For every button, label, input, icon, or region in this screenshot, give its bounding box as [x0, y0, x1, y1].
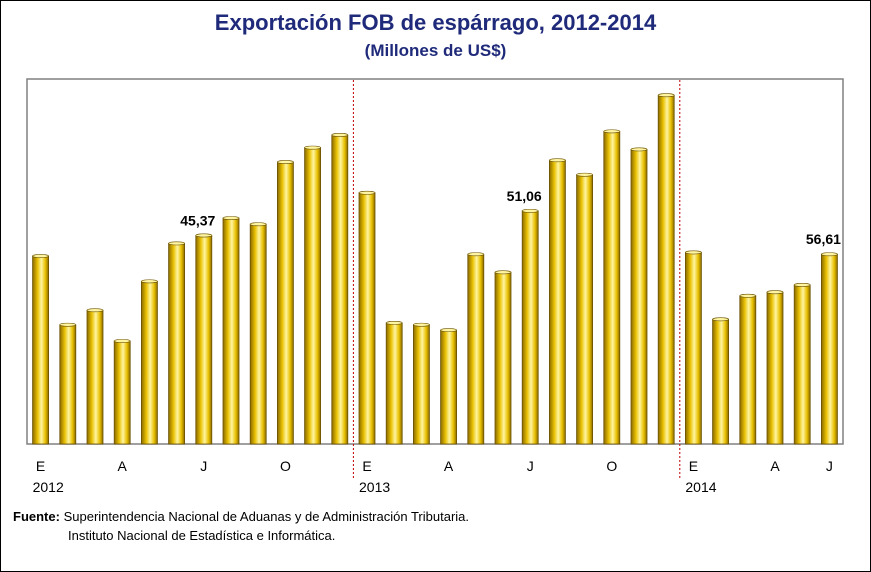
bar-cap-20: [576, 172, 593, 177]
bar-5: [168, 242, 186, 445]
x-tick-label-12: E: [362, 458, 371, 474]
bar-cap-12: [358, 190, 376, 195]
bar-13: [385, 322, 403, 445]
bar-cap-22: [630, 147, 648, 152]
bar-cap-15: [440, 328, 457, 333]
bar-cap-25: [712, 317, 729, 322]
bar-cap-21: [603, 129, 621, 134]
bar-cap-16: [467, 252, 485, 257]
source-label: Fuente:: [13, 509, 60, 524]
bar-cap-27: [766, 290, 784, 295]
bar-cap-18: [521, 208, 539, 213]
bar-21: [603, 130, 621, 445]
x-tick-label-21: O: [606, 458, 617, 474]
bar-cap-17: [494, 270, 512, 275]
year-label-2014: 2014: [685, 479, 716, 495]
bar-cap-6: [195, 233, 213, 238]
bar-cap-26: [739, 293, 757, 298]
bar-18: [521, 210, 539, 445]
bar-cap-9: [277, 160, 294, 164]
bar-17: [494, 271, 512, 445]
x-tick-label-3: A: [118, 458, 128, 474]
bar-cap-8: [249, 222, 267, 227]
bar-3: [113, 340, 131, 445]
source-line-1: Superintendencia Nacional de Aduanas y d…: [63, 509, 469, 524]
bar-12: [358, 192, 376, 445]
data-label-29: 56,61: [806, 231, 841, 247]
bar-11: [331, 134, 349, 445]
bar-14: [412, 324, 430, 445]
bar-cap-4: [141, 279, 158, 284]
bar-cap-23: [657, 93, 675, 98]
bar-4: [140, 280, 158, 445]
year-label-2012: 2012: [33, 479, 64, 495]
bar-29: [821, 253, 838, 445]
source-note: Fuente: Superintendencia Nacional de Adu…: [13, 509, 469, 524]
bar-cap-5: [168, 241, 185, 246]
bar-25: [712, 318, 729, 445]
data-label-18: 51,06: [507, 188, 542, 204]
bar-cap-13: [385, 321, 403, 325]
bar-cap-28: [793, 283, 811, 287]
bar-cap-10: [304, 145, 321, 150]
chart-title: Exportación FOB de espárrago, 2012-2014: [214, 10, 657, 35]
bar-22: [630, 149, 648, 445]
bar-7: [222, 217, 240, 445]
bar-cap-3: [113, 339, 131, 343]
x-tick-label-29: J: [826, 458, 833, 474]
data-label-6: 45,37: [180, 212, 215, 228]
bar-20: [576, 174, 593, 445]
plot-area: [26, 78, 844, 445]
bar-16: [467, 253, 485, 445]
bar-1: [59, 324, 77, 445]
bar-cap-14: [413, 322, 430, 327]
bar-cap-29: [821, 252, 838, 257]
bar-27: [766, 291, 784, 445]
bar-cap-0: [32, 254, 49, 258]
bar-24: [685, 252, 702, 445]
year-label-2013: 2013: [359, 479, 390, 495]
bar-23: [657, 94, 675, 445]
bar-15: [440, 329, 458, 445]
x-tick-label-6: J: [200, 458, 207, 474]
bar-6: [195, 235, 213, 445]
bar-cap-1: [59, 322, 77, 327]
x-tick-label-27: A: [770, 458, 780, 474]
bar-cap-11: [331, 133, 349, 137]
bar-8: [249, 223, 267, 445]
bar-cap-24: [685, 250, 702, 255]
bar-26: [739, 295, 757, 445]
bar-28: [793, 284, 811, 445]
x-tick-label-9: O: [280, 458, 291, 474]
x-tick-label-0: E: [36, 458, 45, 474]
x-tick-label-18: J: [527, 458, 534, 474]
bar-cap-19: [549, 158, 566, 163]
bar-9: [276, 161, 294, 445]
bar-0: [32, 255, 49, 445]
bar-2: [86, 309, 104, 445]
bar-10: [304, 147, 322, 445]
bar-cap-7: [222, 216, 240, 220]
x-tick-label-15: A: [444, 458, 454, 474]
source-note-2: Instituto Nacional de Estadística e Info…: [68, 528, 336, 543]
bar-19: [549, 159, 566, 445]
x-tick-label-24: E: [689, 458, 698, 474]
chart-subtitle: (Millones de US$): [364, 41, 507, 60]
bar-cap-2: [86, 308, 104, 313]
